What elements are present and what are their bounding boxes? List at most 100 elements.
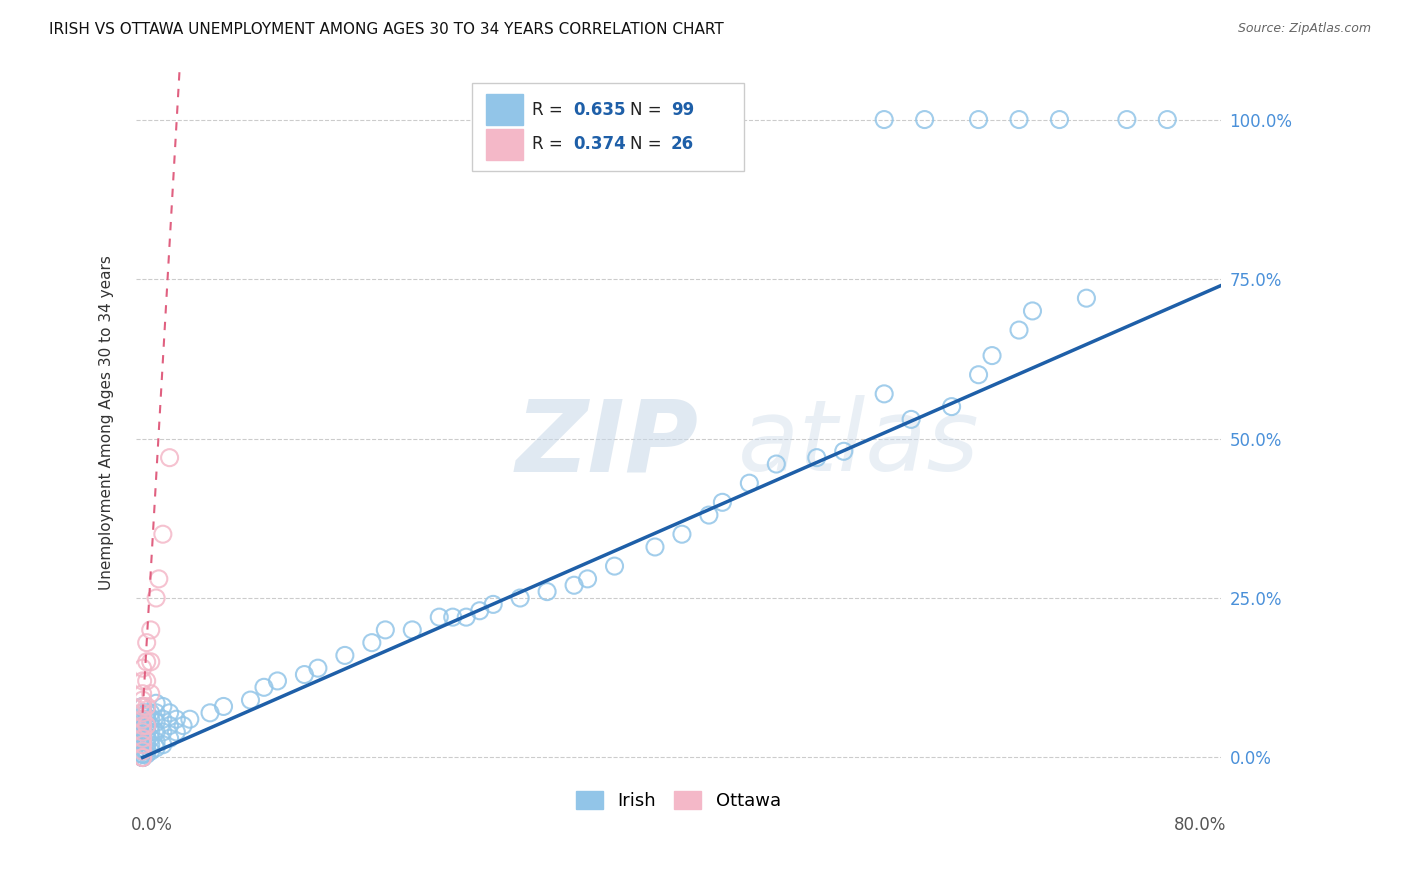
Point: [135, 699, 157, 714]
Text: R =: R =: [531, 136, 568, 153]
Point: [576, 572, 599, 586]
Point: [131, 734, 153, 748]
Point: [139, 712, 162, 726]
Point: [131, 712, 153, 726]
Point: [165, 725, 187, 739]
Point: [139, 706, 162, 720]
Point: [131, 718, 153, 732]
Point: [139, 687, 162, 701]
Point: [145, 591, 167, 605]
Point: [131, 706, 153, 720]
Point: [135, 673, 157, 688]
Point: [131, 693, 153, 707]
Point: [873, 387, 896, 401]
Text: atlas: atlas: [738, 395, 980, 492]
Point: [131, 687, 153, 701]
Text: 0.635: 0.635: [574, 101, 626, 119]
Point: [131, 712, 153, 726]
Point: [131, 712, 153, 726]
Point: [468, 604, 491, 618]
Point: [131, 750, 153, 764]
Point: [239, 693, 262, 707]
Point: [131, 715, 153, 730]
Point: [135, 744, 157, 758]
Point: [152, 527, 174, 541]
Point: [145, 696, 167, 710]
Point: [1115, 112, 1137, 127]
Point: [159, 731, 181, 746]
Point: [253, 681, 276, 695]
Point: [145, 740, 167, 755]
Point: [139, 623, 162, 637]
Point: [131, 747, 153, 762]
Point: [644, 540, 666, 554]
Text: ZIP: ZIP: [516, 395, 699, 492]
Point: [131, 738, 153, 752]
Text: R =: R =: [531, 101, 568, 119]
Point: [135, 738, 157, 752]
Point: [711, 495, 734, 509]
Point: [509, 591, 531, 605]
Point: [131, 747, 153, 762]
Point: [131, 722, 153, 736]
Point: [139, 738, 162, 752]
Point: [131, 725, 153, 739]
Point: [131, 706, 153, 720]
Point: [456, 610, 478, 624]
Point: [941, 400, 963, 414]
Point: [179, 712, 201, 726]
Point: [131, 725, 153, 739]
Point: [1021, 304, 1043, 318]
Point: [266, 673, 288, 688]
Point: [333, 648, 356, 663]
Point: [697, 508, 720, 522]
Point: [967, 368, 990, 382]
Point: [131, 750, 153, 764]
Point: [441, 610, 464, 624]
Point: [765, 457, 787, 471]
Point: [131, 699, 153, 714]
Point: [131, 750, 153, 764]
Point: [131, 738, 153, 752]
Point: [131, 725, 153, 739]
Text: 80.0%: 80.0%: [1174, 815, 1226, 833]
Point: [152, 738, 174, 752]
Point: [139, 655, 162, 669]
FancyBboxPatch shape: [472, 83, 744, 171]
Point: [148, 572, 170, 586]
Point: [131, 718, 153, 732]
FancyBboxPatch shape: [486, 128, 523, 160]
Point: [139, 718, 162, 732]
Point: [131, 738, 153, 752]
Point: [145, 715, 167, 730]
Point: [135, 655, 157, 669]
Point: [159, 450, 181, 465]
Text: 0.374: 0.374: [574, 136, 626, 153]
Point: [482, 598, 505, 612]
Point: [135, 725, 157, 739]
Point: [139, 744, 162, 758]
Point: [671, 527, 693, 541]
Point: [139, 731, 162, 746]
Point: [145, 725, 167, 739]
Text: Source: ZipAtlas.com: Source: ZipAtlas.com: [1237, 22, 1371, 36]
Point: [1049, 112, 1071, 127]
Point: [1008, 112, 1031, 127]
Point: [131, 731, 153, 746]
Point: [131, 750, 153, 764]
Text: 0.0%: 0.0%: [131, 815, 173, 833]
Point: [135, 718, 157, 732]
Point: [360, 635, 382, 649]
Point: [738, 476, 761, 491]
Point: [914, 112, 936, 127]
Text: N =: N =: [630, 101, 666, 119]
Point: [159, 718, 181, 732]
Point: [135, 731, 157, 746]
Point: [131, 728, 153, 742]
Point: [427, 610, 450, 624]
Point: [900, 412, 922, 426]
Point: [159, 706, 181, 720]
Text: 99: 99: [671, 101, 695, 119]
Point: [152, 699, 174, 714]
Point: [981, 349, 1004, 363]
